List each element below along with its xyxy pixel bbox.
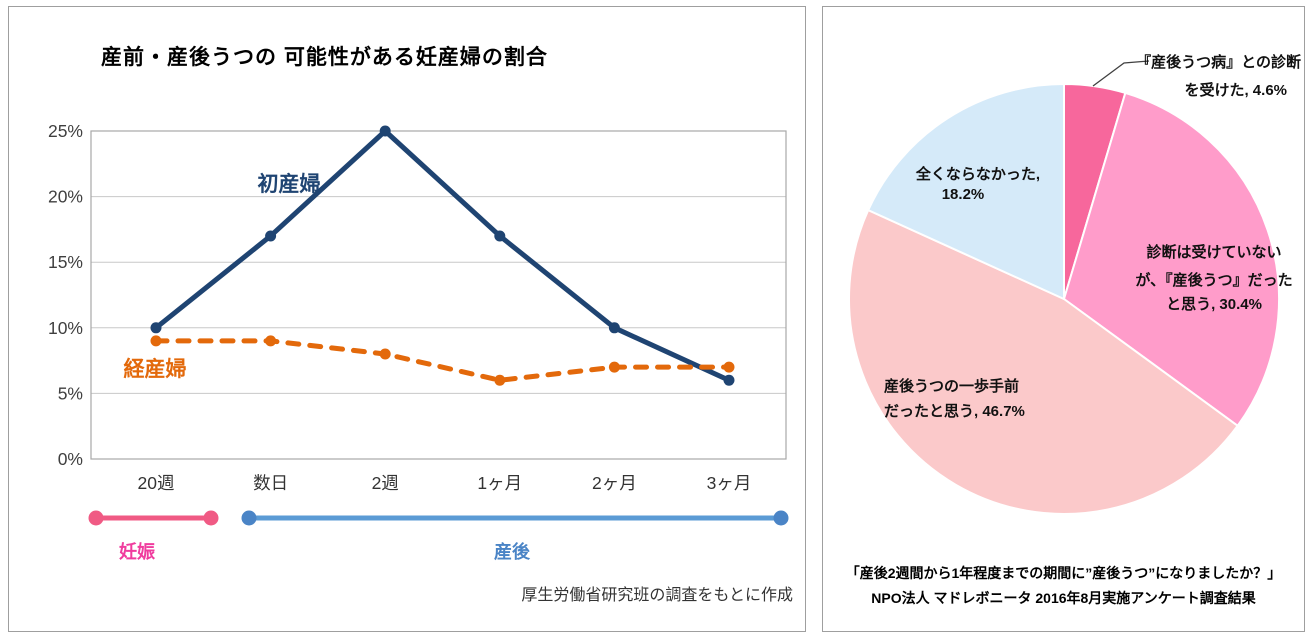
- pie-slice-label-line: 全くならなかった,: [915, 165, 1040, 183]
- series-label: 初産婦: [258, 172, 321, 196]
- pie-caption-line-2: NPO法人 マドレボニータ 2016年8月実施アンケート調査結果: [871, 590, 1256, 606]
- y-axis-tick-label: 10%: [48, 318, 83, 338]
- series-line: [153, 338, 732, 383]
- timeline-endpoint-dot: [88, 510, 104, 526]
- y-axis-tick-label: 20%: [48, 187, 83, 207]
- timeline-endpoint-dot: [203, 510, 219, 526]
- y-axis-tick-label: 25%: [48, 121, 83, 141]
- plot-border: [90, 130, 787, 460]
- pie-slice-label-line: と思う, 30.4%: [1166, 296, 1262, 313]
- timeline-label: 産後: [494, 541, 531, 562]
- pie-slice-label-line: だったと思う, 46.7%: [884, 403, 1025, 420]
- pie-slice-label-line: 産後うつの一歩手前: [884, 377, 1019, 395]
- y-axis-tick-label: 15%: [48, 252, 83, 272]
- series-point: [265, 230, 277, 242]
- series-point: [150, 335, 162, 347]
- pie-slice-label-line: を受けた, 4.6%: [1184, 81, 1287, 99]
- line-chart-title: 産前・産後うつの 可能性がある妊産婦の割合: [101, 46, 548, 69]
- pie-chart-panel: 『産後うつ病』との診断を受けた, 4.6% 診断は受けていない が、『産後うつ』だっ…: [822, 6, 1305, 632]
- timeline-endpoint-dot: [241, 510, 257, 526]
- pie-slice: [867, 83, 1065, 300]
- pie-slice-label-line: 18.2%: [942, 186, 985, 203]
- timeline-endpoint-dot: [773, 510, 789, 526]
- x-axis-category-label: 2ヶ月: [592, 473, 637, 493]
- line-chart-source: 厚生労働省研究班の調査をもとに作成: [521, 587, 793, 604]
- series-point: [723, 361, 735, 373]
- x-axis-category-label: 2週: [372, 473, 399, 493]
- pie-caption-line-1: 「産後2週間から1年程度までの期間に”産後うつ”になりましたか？」: [845, 565, 1282, 581]
- pie-slice-label-line: 診断は受けていない: [1146, 243, 1281, 261]
- series-point: [379, 125, 391, 137]
- x-axis-category-label: 数日: [253, 473, 288, 493]
- series-point: [494, 230, 506, 242]
- y-axis-tick-label: 5%: [58, 383, 83, 403]
- x-axis-category-label: 3ヶ月: [707, 473, 752, 493]
- x-axis-category-label: 1ヶ月: [477, 473, 522, 493]
- series-point: [494, 374, 506, 386]
- y-axis-tick-label: 0%: [58, 449, 83, 469]
- x-axis-category-label: 20週: [138, 473, 175, 493]
- line-chart-panel: 産前・産後うつの 可能性がある妊産婦の割合 25% 20% 15% 10% 5% 0% 20…: [8, 6, 806, 632]
- leader-line: [1092, 60, 1150, 87]
- pie-slice: [848, 209, 1239, 515]
- line-chart: 25% 20% 15% 10% 5% 0% 20週 数日 2週 1ヶ月 2ヶ月 3ヶ月 初産婦経産婦妊娠…: [48, 121, 789, 562]
- series-point: [379, 348, 391, 360]
- series-point: [265, 335, 277, 347]
- series-point: [608, 322, 620, 334]
- pie-slice-label-line: 『産後うつ病』との診断: [1136, 53, 1301, 71]
- series-point: [608, 361, 620, 373]
- pie-slice-label-line: が、『産後うつ』だった: [1135, 271, 1292, 289]
- series-line: [153, 128, 732, 383]
- timeline-label: 妊娠: [119, 541, 156, 562]
- pie-caption: 「産後2週間から1年程度までの期間に”産後うつ”になりましたか？」 NPO法人 …: [823, 561, 1304, 611]
- series-label: 経産婦: [124, 357, 187, 381]
- pie-slice: [1063, 91, 1280, 427]
- series-point: [150, 322, 162, 334]
- series-point: [723, 374, 735, 386]
